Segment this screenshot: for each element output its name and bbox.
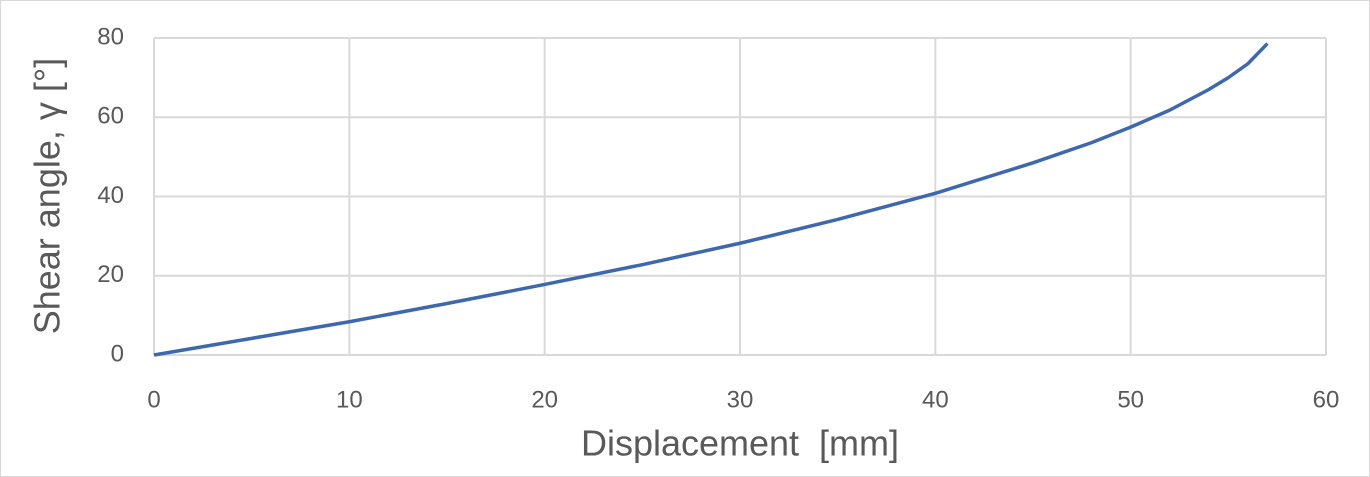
x-tick-label: 50: [1117, 386, 1144, 413]
y-tick-label: 40: [97, 182, 124, 209]
y-tick-label: 20: [97, 261, 124, 288]
x-tick-label: 10: [336, 386, 363, 413]
x-tick-label: 60: [1313, 386, 1340, 413]
x-tick-label: 0: [147, 386, 160, 413]
x-tick-label: 40: [922, 386, 949, 413]
y-axis-title: Shear angle, γ [°]: [27, 58, 68, 335]
y-tick-label: 60: [97, 103, 124, 130]
x-tick-label: 20: [531, 386, 558, 413]
y-tick-label: 80: [97, 23, 124, 50]
x-tick-label: 30: [727, 386, 754, 413]
x-axis-title: Displacement [mm]: [581, 423, 899, 464]
y-tick-label: 0: [111, 340, 124, 367]
data-line: [153, 42, 1269, 357]
